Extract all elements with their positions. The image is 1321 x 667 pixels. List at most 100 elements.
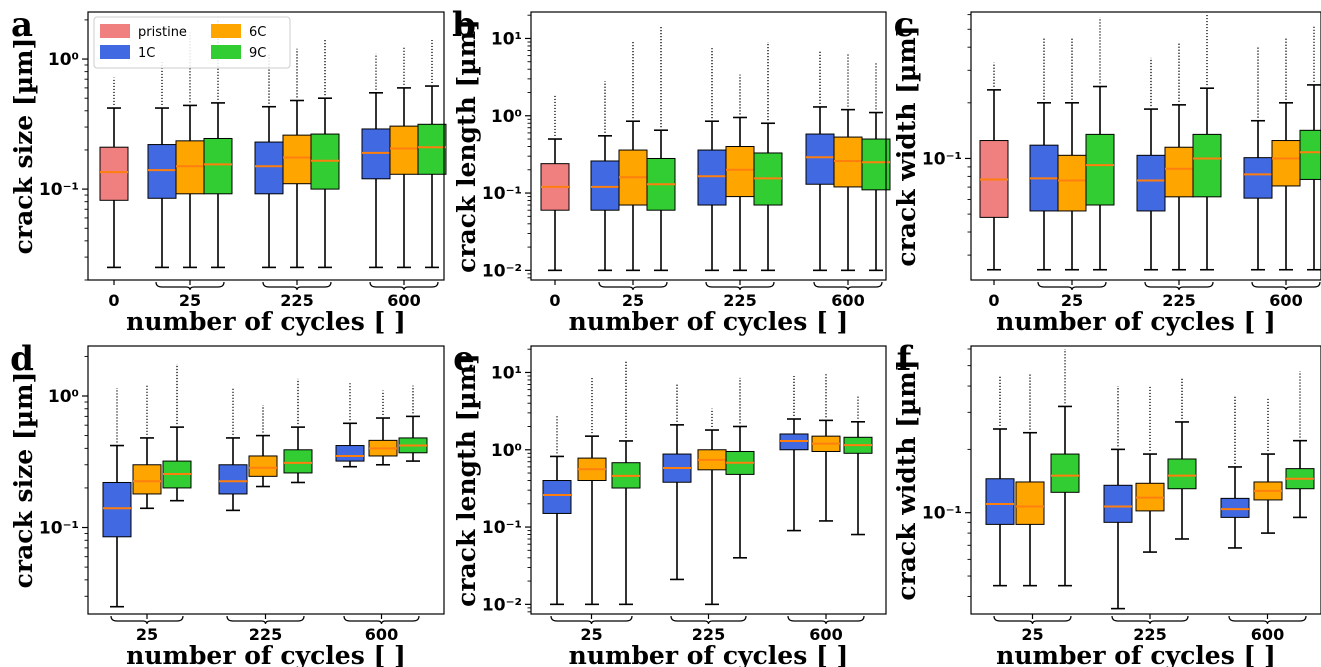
axes-frame [970, 11, 1321, 281]
box-body [99, 146, 129, 201]
y-tick-label: 10¹ [491, 29, 522, 49]
x-axis-label: number of cycles [ ] [569, 307, 849, 336]
box-6C-group-600 [833, 52, 863, 272]
box-9C-group-25 [203, 19, 233, 269]
box-1C-group-600 [779, 376, 809, 532]
box-9C-group-225 [725, 377, 755, 559]
y-tick-label: 10⁻¹ [39, 519, 79, 539]
box-1C-group-25 [147, 61, 177, 269]
box-1C-group-600 [335, 383, 365, 468]
box-body [132, 464, 162, 495]
x-axis-label: number of cycles [ ] [126, 641, 406, 667]
box-9C-group-600 [1285, 371, 1315, 519]
y-tick-label: 10⁻¹ [922, 504, 962, 524]
x-tick-label: 225 [723, 291, 756, 310]
box-body [1167, 458, 1197, 490]
box-9C-group-600 [417, 40, 447, 269]
box-body [102, 481, 132, 538]
box-body [218, 464, 248, 495]
y-minor-ticks [965, 14, 971, 256]
y-minor-ticks [525, 348, 531, 613]
box-body [254, 141, 284, 195]
box-6C-group-25 [1057, 37, 1087, 271]
box-body [1136, 154, 1166, 212]
legend: pristine 1C 6C 9C [93, 16, 291, 69]
box-6C-group-225 [248, 405, 278, 488]
box-9C-group-25 [646, 25, 676, 272]
box-body [335, 445, 365, 462]
box-1C-group-25 [590, 81, 620, 272]
y-minor-ticks [82, 19, 88, 281]
legend-swatch-6C [211, 24, 241, 38]
box-body [389, 125, 419, 175]
box-body [361, 128, 391, 180]
box-1C-group-225 [254, 53, 284, 269]
box-6C-group-600 [368, 390, 398, 466]
box-9C-group-25 [162, 364, 192, 502]
group-brace [110, 615, 184, 625]
box-9C-group-225 [283, 378, 313, 484]
x-tick-label: 600 [831, 291, 864, 310]
x-tick-label: 600 [1269, 291, 1302, 310]
box-1C-group-225 [1103, 386, 1133, 610]
group-brace [343, 615, 420, 625]
box-body [1243, 157, 1273, 199]
x-tick-label: 600 [1251, 625, 1284, 644]
box-1C-group-600 [805, 50, 835, 272]
x-tick-label: 25 [1061, 291, 1083, 310]
box-1C-group-25 [985, 375, 1015, 587]
legend-swatch-1C [100, 45, 130, 59]
box-1C-group-600 [361, 53, 391, 269]
box-body [861, 138, 891, 191]
box-9C-group-225 [1192, 14, 1222, 271]
box-body [985, 478, 1015, 525]
legend-label-1C: 1C [138, 46, 155, 61]
y-tick-label: 10⁻¹ [482, 184, 522, 204]
box-body [542, 480, 572, 514]
panel-letter-b: b [452, 5, 476, 45]
group-brace [369, 281, 439, 291]
group-brace [1111, 615, 1189, 625]
box-6C-group-25 [618, 42, 648, 272]
box-9C-group-600 [861, 61, 891, 272]
box-9C-group-25 [1085, 17, 1115, 271]
y-axis-label: crack size [µm] [9, 38, 38, 255]
axes-frame [970, 345, 1321, 615]
box-6C-group-225 [1135, 386, 1165, 553]
group-brace [787, 615, 865, 625]
x-tick-label: 225 [1133, 625, 1166, 644]
box-6C-group-600 [811, 374, 841, 522]
panel-letter-a: a [11, 5, 33, 45]
x-axis-label: number of cycles [ ] [996, 641, 1276, 667]
box-body [283, 449, 313, 474]
x-tick-label: 225 [280, 291, 313, 310]
x-tick-label: 600 [387, 291, 420, 310]
legend-swatch-9C [211, 45, 241, 59]
box-body [282, 134, 312, 185]
box-body [1050, 453, 1080, 493]
legend-swatch-pristine [100, 24, 130, 38]
group-brace [550, 615, 633, 625]
box-1C-group-25 [542, 415, 572, 606]
legend-label-9C: 9C [249, 46, 266, 61]
y-tick-label: 10⁻¹ [482, 518, 522, 538]
box-6C-group-25 [577, 377, 607, 606]
y-tick-label: 10⁰ [48, 387, 79, 407]
x-tick-label: 25 [1021, 625, 1043, 644]
group-brace [705, 281, 775, 291]
x-tick-label: 0 [549, 291, 560, 310]
box-body [697, 149, 727, 206]
box-1C-group-600 [1243, 47, 1273, 271]
group-brace [1228, 615, 1307, 625]
axes-frame [87, 11, 445, 281]
x-tick-label: 25 [580, 625, 602, 644]
box-body [833, 136, 863, 188]
box-body [1057, 154, 1087, 212]
box-6C-group-25 [175, 32, 205, 269]
box-9C-group-225 [310, 40, 340, 269]
box-6C-group-25 [1015, 373, 1045, 587]
